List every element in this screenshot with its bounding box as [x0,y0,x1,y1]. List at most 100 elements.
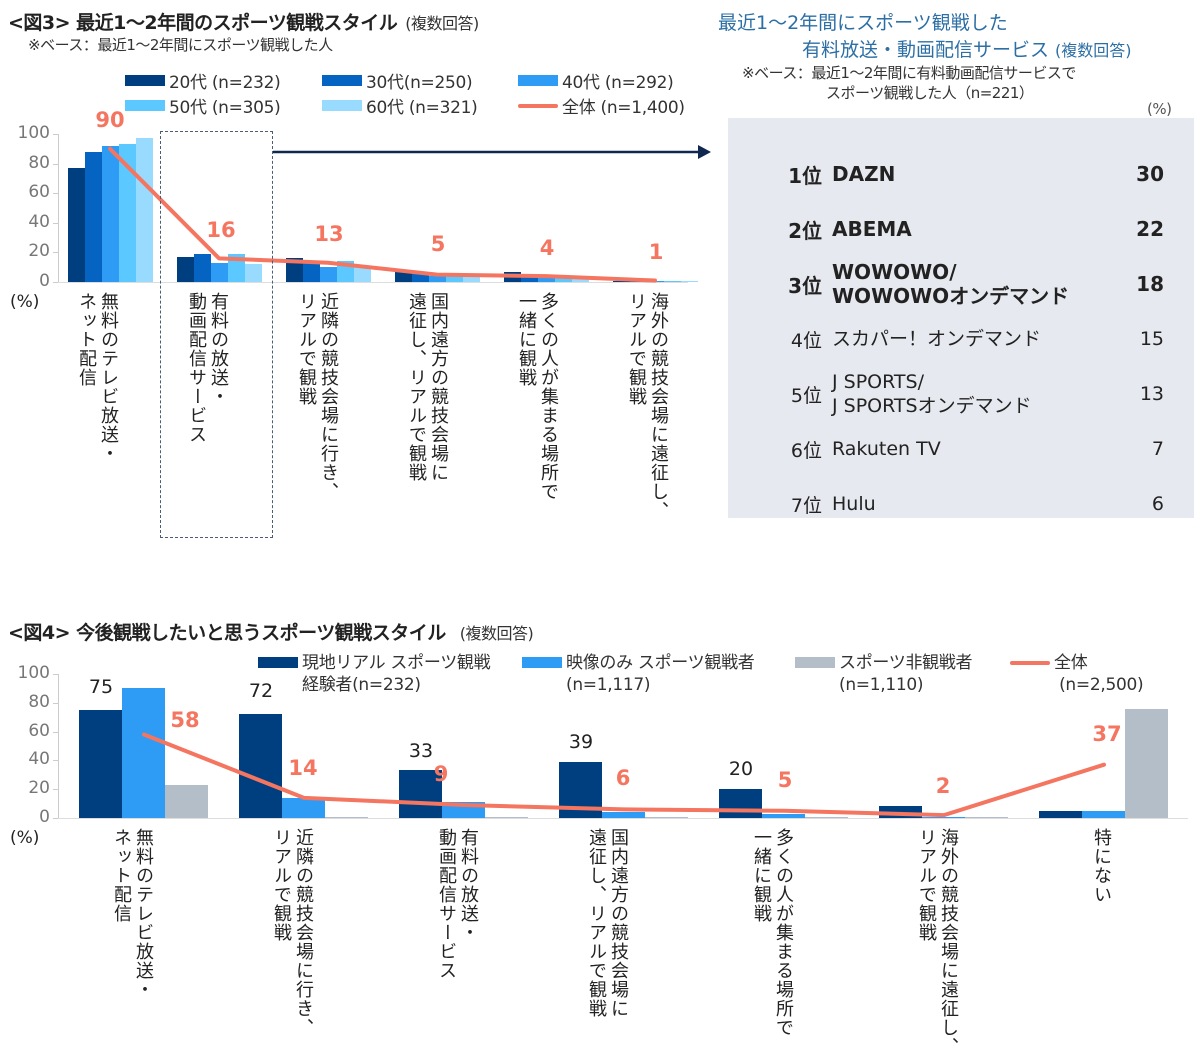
real-value-label: 39 [568,731,594,753]
rank-label: 7位 [790,494,822,517]
bar [1039,810,1082,818]
bar [79,710,122,818]
category-label: 海外の競技会場に遠征し、 リアルで観戦 [626,292,669,520]
legend-label: 全体 (n=1,400) [562,98,685,118]
legend-bar-swatch [518,75,558,86]
service-value: 30 [1136,162,1164,186]
y-axis-line [58,674,59,818]
total-value-label: 4 [539,236,555,260]
service-value: 22 [1136,217,1164,241]
service-name: Hulu [832,493,876,515]
ranking-row: 6位 Rakuten TV 7 [728,421,1194,477]
y-tick-label: 0 [39,807,50,827]
category-label: 特にない [1091,828,1112,904]
service-value: 7 [1151,438,1164,460]
ranking-base-line2: スポーツ観戦した人（n=221） [826,84,1034,102]
service-name: Rakuten TV [832,438,941,460]
legend-item: 40代 (n=292) [518,68,674,93]
ranking-row: 2位 ABEMA 22 [728,201,1194,257]
bar [613,280,630,282]
ranking-table: 1位 DAZN 30 2位 ABEMA 22 3位 WOWOWO/ WOWOWOオンデマンド 1… [728,118,1194,518]
legend-item: 30代(n=250) [322,68,473,93]
bar [521,276,538,282]
bar [446,276,463,282]
y-tick-label: 100 [17,123,50,143]
bar [572,279,589,282]
service-name: DAZN [832,162,896,186]
total-value-label: 13 [314,222,344,246]
bar [102,145,119,282]
bar [337,261,354,282]
bar [463,276,480,282]
bar [320,267,337,282]
total-value-label: 9 [433,762,449,786]
rank-label: 4位 [790,329,822,352]
y-axis-tick [53,222,58,224]
bar [485,816,528,818]
y-axis-tick [53,818,58,819]
legend-item: 50代 (n=305) [125,93,281,118]
bar [647,280,664,282]
bar [602,812,645,818]
y-axis-tick [53,674,58,675]
bar [1082,810,1125,818]
bar [538,277,555,282]
legend-item: 全体 (n=1,400) [518,93,685,118]
arrow-icon [273,145,711,159]
legend-item: 全体 (n=2,500) [1010,652,1144,696]
bar [645,816,688,818]
bar [282,797,325,818]
ranking-title-line1: 最近1～2年間にスポーツ観戦した [718,12,1008,34]
y-tick-label: 80 [28,691,50,712]
total-value-label: 2 [935,774,951,798]
bar [354,267,371,282]
unit-label: (%) [10,828,40,848]
legend-label: スポーツ非観戦者 (n=1,110) [839,653,973,695]
y-tick-label: 60 [28,182,50,203]
bar [719,789,762,818]
y-tick-label: 100 [17,663,50,683]
legend-line-swatch [1010,661,1050,665]
x-axis-line [58,818,1188,819]
y-axis-line [58,134,59,282]
legend-bar-swatch [322,75,362,86]
ranking-row: 4位 スカパー！オンデマンド 15 [728,311,1194,367]
legend-bar-swatch [795,657,835,668]
bar [286,258,303,282]
y-tick-label: 80 [28,152,50,173]
bar [68,168,85,282]
legend-item: 映像のみ スポーツ観戦者 (n=1,117) [522,652,755,696]
y-axis-tick [53,760,58,762]
ranking-base-line1: ※ベース：最近1～2年間に有料動画配信サービスで [742,64,1076,82]
legend-label: 20代 (n=232) [169,73,281,93]
category-label: 国内遠方の競技会場に 遠征し、リアルで観戦 [586,828,629,1018]
unit-label: (%) [10,292,40,312]
category-label: 無料のテレビ放送・ ネット配信 [76,292,119,463]
category-label: 無料のテレビ放送・ ネット配信 [111,828,154,999]
category-label: 海外の競技会場に遠征し、 リアルで観戦 [916,828,959,1056]
bar [303,262,320,282]
y-axis-tick [53,252,58,254]
total-value-label: 37 [1092,722,1122,746]
y-axis-tick [53,702,58,704]
service-name: J SPORTS/ J SPORTSオンデマンド [832,371,1032,417]
bar [805,816,848,818]
bar [681,280,698,282]
service-name: WOWOWO/ WOWOWOオンデマンド [832,260,1070,308]
bar [630,280,647,282]
service-name: ABEMA [832,217,912,241]
bar [395,271,412,282]
total-value-label: 58 [170,708,200,732]
category-label: 多くの人が集まる場所で 一緒に観戦 [751,828,794,1037]
bar [762,813,805,818]
legend-label: 60代 (n=321) [366,98,478,118]
total-value-label: 14 [288,756,318,780]
rank-label: 3位 [788,273,822,298]
total-value-label: 5 [777,768,793,792]
ranking-row: 5位 J SPORTS/ J SPORTSオンデマンド 13 [728,366,1194,422]
y-tick-label: 60 [28,720,50,741]
bar [922,816,965,818]
bar [85,151,102,282]
y-axis-tick [53,193,58,195]
bar [165,784,208,818]
